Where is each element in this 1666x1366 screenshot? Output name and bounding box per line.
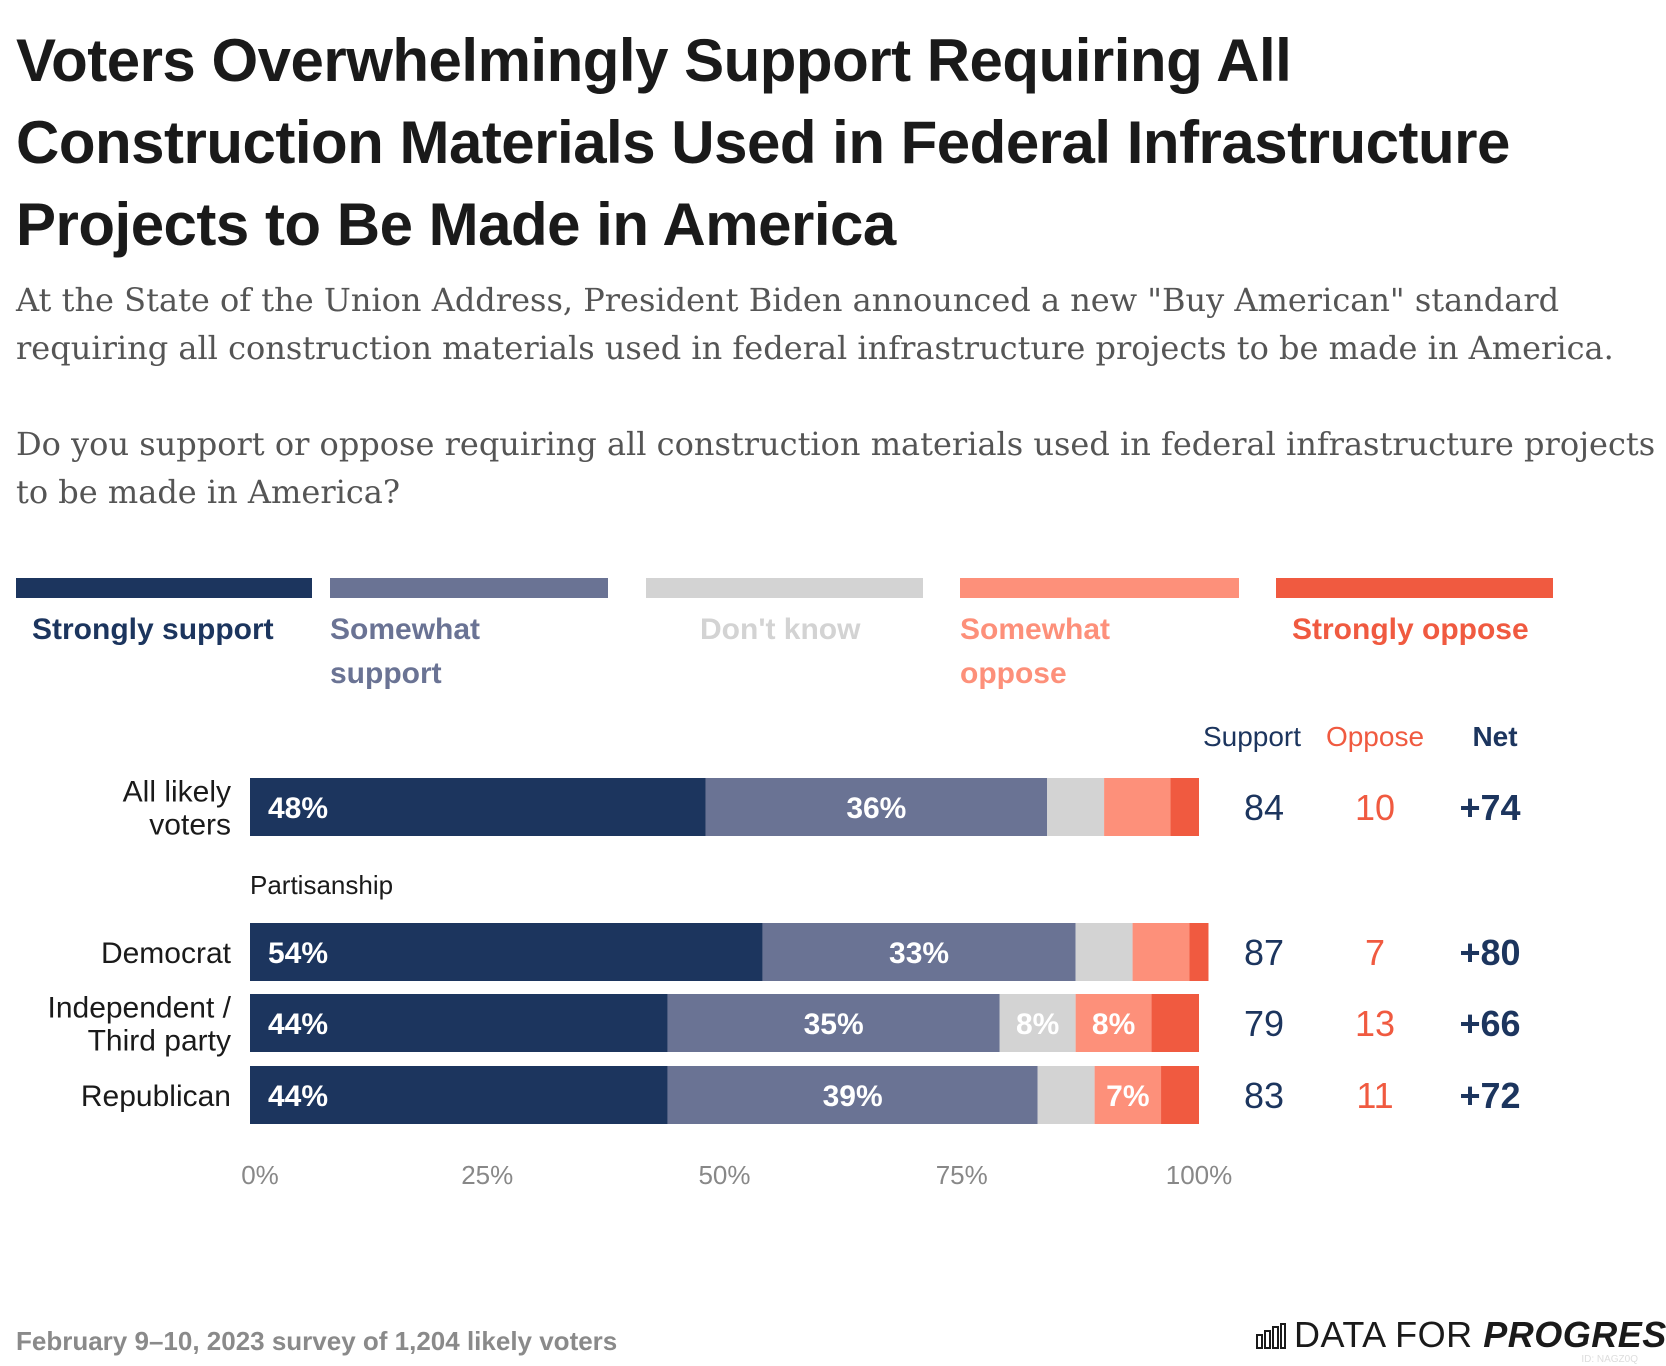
header-net: Net (1472, 721, 1517, 752)
bar-independent-third-party-don-t-know (999, 994, 1076, 1052)
bar-republican-strongly-support (250, 1066, 668, 1124)
bar-republican-somewhat-oppose (1094, 1066, 1162, 1124)
category-label-democrat: Democrat (101, 937, 232, 970)
bar-independent-third-party-strongly-support (250, 994, 668, 1052)
data-label-democrat-strongly-support: 54% (268, 937, 328, 970)
bar-independent-third-party-somewhat-oppose (1075, 994, 1152, 1052)
legend-label-dont-know: Don't know (700, 613, 861, 646)
support-value-republican: 83 (1244, 1075, 1284, 1116)
legend-item-strongly-support: Strongly support (16, 578, 312, 652)
header-support: Support (1203, 721, 1301, 752)
data-label-democrat-somewhat-support: 33% (889, 937, 949, 970)
subtitle-text: At the State of the Union Address, Presi… (16, 281, 1614, 367)
legend-item-dont-know: Don't know (646, 578, 923, 652)
legend-swatch-strongly-support (16, 578, 312, 598)
x-tick-label-75: 75% (936, 1160, 988, 1190)
brand-name-bold: PROGRESS (1483, 1314, 1666, 1355)
data-label-independent-third-party-somewhat-oppose: 8% (1092, 1008, 1135, 1041)
category-label-all-likely-voters: voters (149, 809, 231, 842)
group-label-partisanship: Partisanship (250, 870, 393, 900)
survey-question: Do you support or oppose requiring all c… (16, 425, 1656, 511)
legend-label-strongly-support: Strongly support (32, 613, 274, 646)
data-label-republican-strongly-support: 44% (268, 1080, 328, 1113)
net-value-independent-third-party: +66 (1459, 1003, 1520, 1044)
data-label-all-likely-voters-strongly-support: 48% (268, 792, 328, 825)
category-label-independent-third-party: Independent / (47, 992, 231, 1025)
bar-republican-somewhat-support (667, 1066, 1038, 1124)
support-value-independent-third-party: 79 (1244, 1003, 1284, 1044)
x-tick-label-50: 50% (698, 1160, 750, 1190)
bar-democrat-somewhat-support (762, 923, 1076, 981)
category-label-all-likely-voters: All likely (123, 776, 231, 809)
brand-logo: DATA FOR PROGRESS (1256, 1314, 1666, 1356)
category-label-independent-third-party: Third party (88, 1025, 231, 1058)
bar-republican-strongly-oppose (1161, 1066, 1199, 1124)
bar-all-likely-voters-strongly-support (250, 778, 706, 836)
data-label-independent-third-party-somewhat-support: 35% (804, 1008, 864, 1041)
bar-democrat-somewhat-oppose (1132, 923, 1190, 981)
category-label-republican: Republican (81, 1080, 231, 1113)
legend-item-somewhat-oppose: Somewhat oppose (960, 578, 1239, 696)
legend-item-somewhat-support: Somewhat support (330, 578, 608, 696)
chart-description: At the State of the Union Address, Presi… (16, 276, 1656, 516)
legend-swatch-strongly-oppose (1276, 578, 1553, 598)
x-tick-label-100: 100% (1166, 1160, 1233, 1190)
x-tick-label-25: 25% (461, 1160, 513, 1190)
data-label-all-likely-voters-somewhat-support: 36% (846, 792, 906, 825)
oppose-value-republican: 11 (1356, 1075, 1393, 1116)
data-label-independent-third-party-strongly-support: 44% (268, 1008, 328, 1041)
brand-name-light: DATA FOR (1294, 1314, 1484, 1355)
data-label-independent-third-party-don-t-know: 8% (1016, 1008, 1059, 1041)
support-value-all-likely-voters: 84 (1244, 787, 1284, 828)
legend-item-strongly-oppose: Strongly oppose (1276, 578, 1553, 652)
bar-democrat-don-t-know (1075, 923, 1133, 981)
legend-label-somewhat-support: Somewhat support (330, 613, 481, 690)
oppose-value-all-likely-voters: 10 (1355, 787, 1395, 828)
net-value-democrat: +80 (1459, 932, 1520, 973)
x-tick-label-0: 0% (241, 1160, 279, 1190)
legend-swatch-somewhat-support (330, 578, 608, 598)
legend-label-strongly-oppose: Strongly oppose (1292, 613, 1529, 646)
legend-swatch-somewhat-oppose (960, 578, 1239, 598)
oppose-value-independent-third-party: 13 (1355, 1003, 1395, 1044)
data-label-republican-somewhat-support: 39% (823, 1080, 883, 1113)
oppose-value-democrat: 7 (1365, 932, 1385, 973)
legend-label-somewhat-oppose: Somewhat oppose (960, 613, 1111, 690)
chart-title: Voters Overwhelmingly Support Requiring … (16, 27, 1510, 258)
bar-republican-don-t-know (1037, 1066, 1095, 1124)
bar-chart-icon (1256, 1323, 1286, 1349)
bar-independent-third-party-strongly-oppose (1151, 994, 1199, 1052)
net-value-republican: +72 (1459, 1075, 1520, 1116)
header-oppose: Oppose (1326, 721, 1424, 752)
bar-all-likely-voters-strongly-oppose (1170, 778, 1199, 836)
data-label-republican-somewhat-oppose: 7% (1106, 1080, 1149, 1113)
net-value-all-likely-voters: +74 (1459, 787, 1520, 828)
bar-democrat-strongly-support (250, 923, 763, 981)
support-value-democrat: 87 (1244, 932, 1284, 973)
bar-all-likely-voters-somewhat-oppose (1104, 778, 1171, 836)
survey-footnote: February 9–10, 2023 survey of 1,204 like… (16, 1326, 618, 1356)
chart-id: ID: NAGZ0Q (1581, 1354, 1638, 1365)
bar-democrat-strongly-oppose (1189, 923, 1209, 981)
legend-swatch-dont-know (646, 578, 923, 598)
bar-independent-third-party-somewhat-support (667, 994, 1000, 1052)
bar-all-likely-voters-don-t-know (1047, 778, 1105, 836)
bar-all-likely-voters-somewhat-support (705, 778, 1048, 836)
